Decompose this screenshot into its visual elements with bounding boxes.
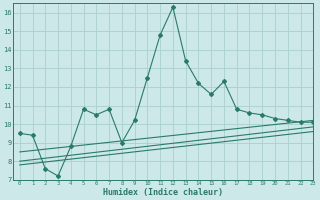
X-axis label: Humidex (Indice chaleur): Humidex (Indice chaleur) bbox=[103, 188, 223, 197]
